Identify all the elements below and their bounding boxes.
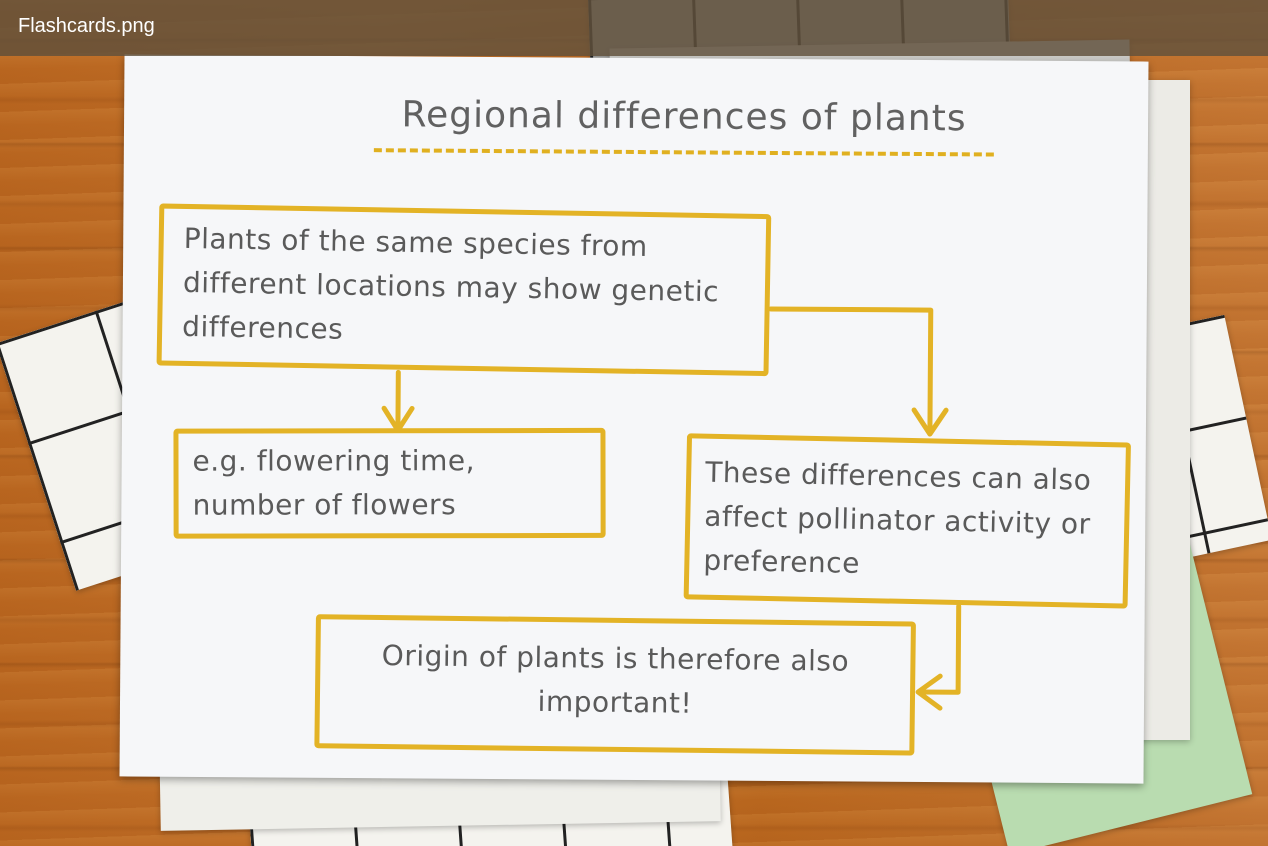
- flow-arrows: [119, 54, 1148, 783]
- arrow-to-pollinator: [770, 309, 931, 432]
- title-bar: Flashcards.png: [0, 0, 1268, 56]
- flashcard: Regional differences of plants Plants of…: [119, 54, 1148, 783]
- window-title: Flashcards.png: [18, 15, 155, 38]
